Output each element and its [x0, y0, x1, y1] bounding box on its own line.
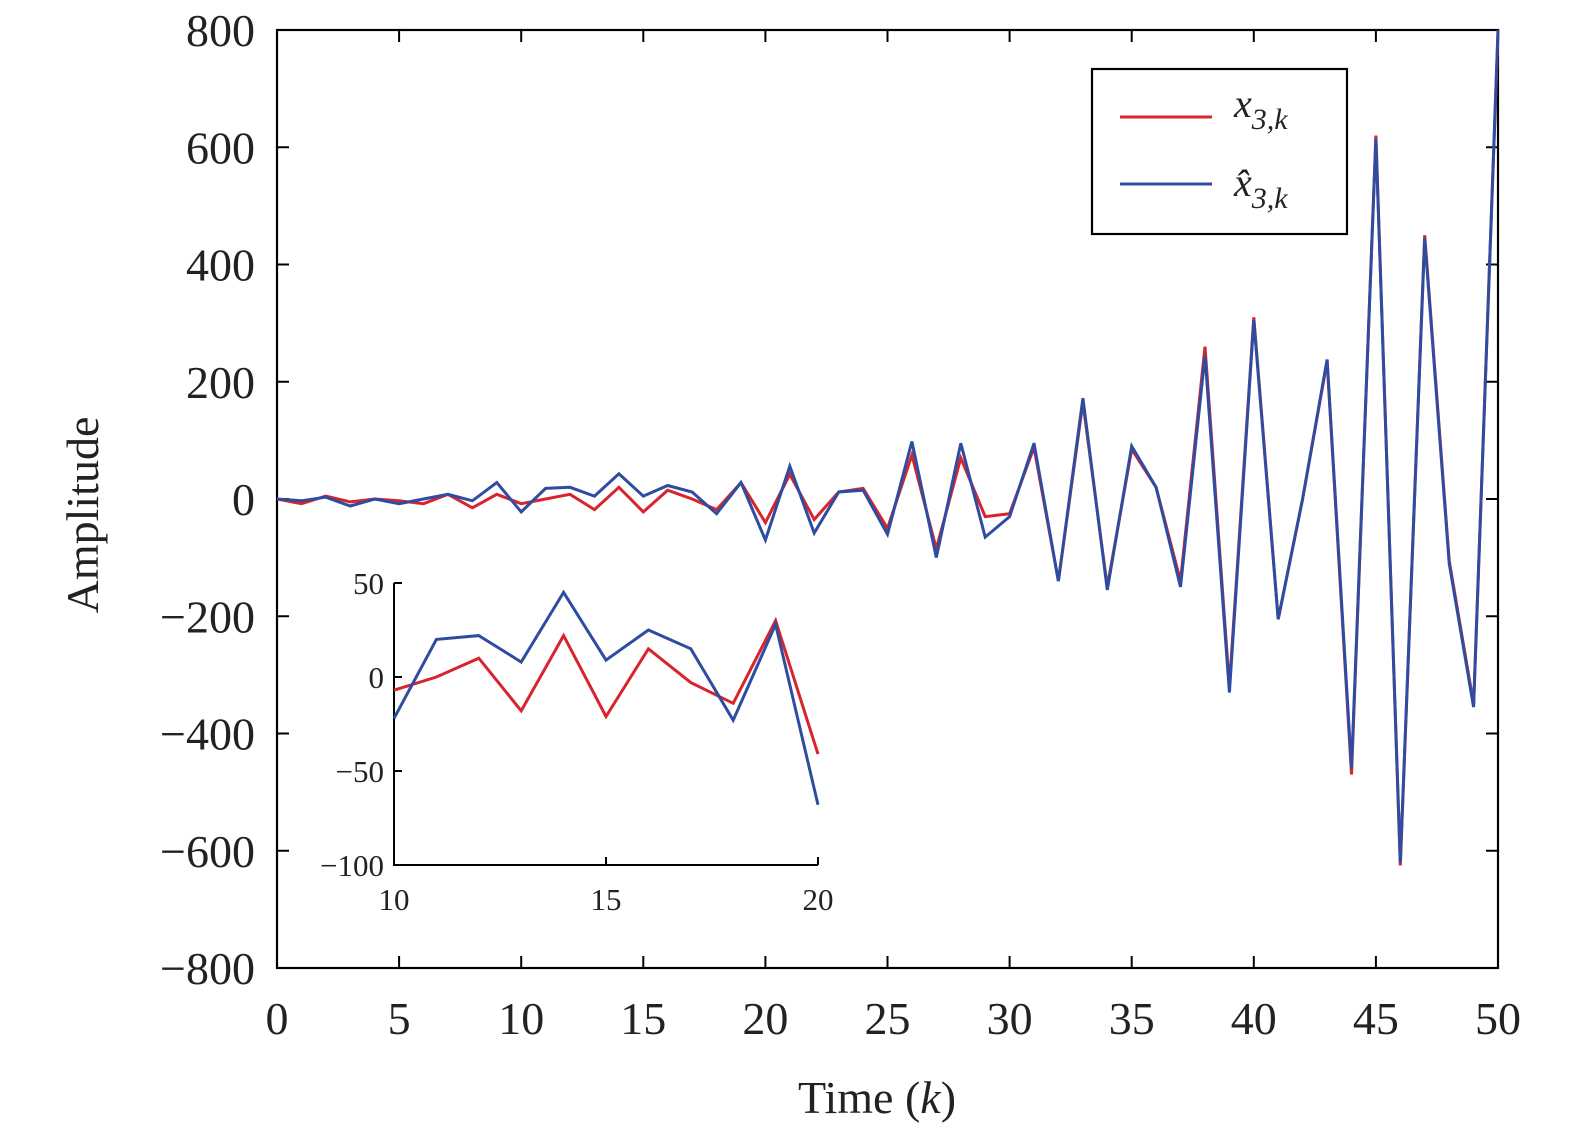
inset-series-group	[392, 589, 820, 806]
inset-y-tick-label: −100	[320, 848, 384, 883]
x-tick-label: 20	[742, 993, 788, 1044]
y-axis-title: Amplitude	[57, 417, 108, 614]
inset-y-tick-label: 50	[353, 566, 384, 601]
inset-chart: 10 15 20 −100 −50 0 50	[320, 566, 833, 917]
x-tick-label: 30	[987, 993, 1033, 1044]
inset-y-tick-label: 0	[369, 660, 385, 695]
y-tick-label: −400	[160, 709, 255, 760]
y-tick-label: −600	[160, 826, 255, 877]
inset-y-tick-label: −50	[336, 754, 384, 789]
x-tick-label: 35	[1109, 993, 1155, 1044]
legend-label-x-main: x	[1233, 81, 1252, 126]
x-tick-label: 40	[1231, 993, 1277, 1044]
x-axis-title: Time (k)	[798, 1072, 956, 1123]
y-tick-label: 800	[186, 5, 255, 56]
series-line-xhat	[276, 29, 1500, 863]
inset-axis-ticks: 10 15 20 −100 −50 0 50	[320, 566, 833, 917]
y-tick-label: 400	[186, 240, 255, 291]
legend-label-xhat: x̂3,k	[1233, 160, 1288, 215]
main-series-group	[276, 29, 1500, 866]
x-tick-label: 10	[498, 993, 544, 1044]
y-tick-label: 0	[232, 474, 255, 525]
x-axis-title-suffix: )	[941, 1072, 956, 1123]
y-tick-label: 200	[186, 357, 255, 408]
inset-x-tick-label: 20	[803, 882, 834, 917]
inset-x-tick-label: 15	[591, 882, 622, 917]
x-tick-label: 25	[865, 993, 911, 1044]
x-tick-label: 5	[388, 993, 411, 1044]
inset-series-line-xhat	[392, 589, 820, 806]
y-tick-label: 600	[186, 122, 255, 173]
legend-box	[1090, 67, 1349, 236]
y-tick-label: −200	[160, 591, 255, 642]
x-axis-title-prefix: Time (	[798, 1072, 920, 1123]
inset-x-tick-label: 10	[379, 882, 410, 917]
legend-label-xhat-sub: 3,k	[1251, 182, 1289, 215]
legend-label-xhat-main: x̂	[1233, 160, 1252, 205]
main-axis-ticks: 0 5 10 15 20 25 30 35 40 45 50−800−600−400−2000200…	[160, 5, 1521, 1044]
legend: x3,k x̂3,k	[1090, 67, 1349, 236]
legend-label-x-sub: 3,k	[1251, 103, 1289, 136]
x-axis-title-var: k	[920, 1072, 942, 1123]
x-tick-label: 15	[620, 993, 666, 1044]
inset-axes	[393, 583, 818, 866]
x-tick-label: 0	[266, 993, 289, 1044]
x-tick-label: 45	[1353, 993, 1399, 1044]
inset-series-line-x	[393, 616, 820, 755]
legend-label-x: x3,k	[1233, 81, 1288, 136]
y-tick-label: −800	[160, 943, 255, 994]
x-tick-label: 50	[1475, 993, 1521, 1044]
